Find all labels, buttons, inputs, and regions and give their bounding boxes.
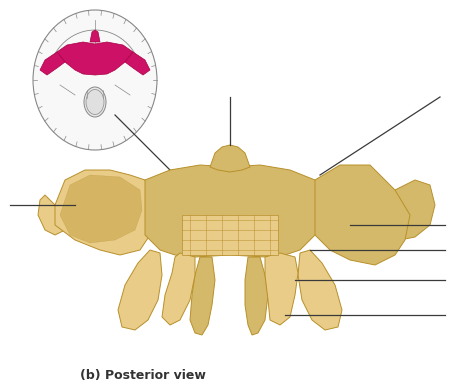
Polygon shape (182, 215, 278, 255)
Polygon shape (190, 257, 215, 335)
Text: (b) Posterior view: (b) Posterior view (80, 369, 206, 382)
Polygon shape (60, 175, 142, 243)
Polygon shape (145, 165, 315, 257)
Polygon shape (38, 195, 70, 235)
Polygon shape (125, 52, 150, 75)
Ellipse shape (86, 89, 104, 114)
Polygon shape (210, 145, 250, 172)
Polygon shape (310, 165, 410, 265)
Polygon shape (162, 253, 195, 325)
Polygon shape (118, 250, 162, 330)
Polygon shape (40, 52, 65, 75)
Polygon shape (57, 42, 133, 75)
Polygon shape (265, 253, 298, 325)
Polygon shape (90, 30, 100, 42)
Polygon shape (55, 170, 155, 255)
Polygon shape (298, 250, 342, 330)
Polygon shape (385, 180, 435, 240)
Polygon shape (245, 257, 268, 335)
Ellipse shape (84, 87, 106, 117)
Ellipse shape (33, 10, 157, 150)
